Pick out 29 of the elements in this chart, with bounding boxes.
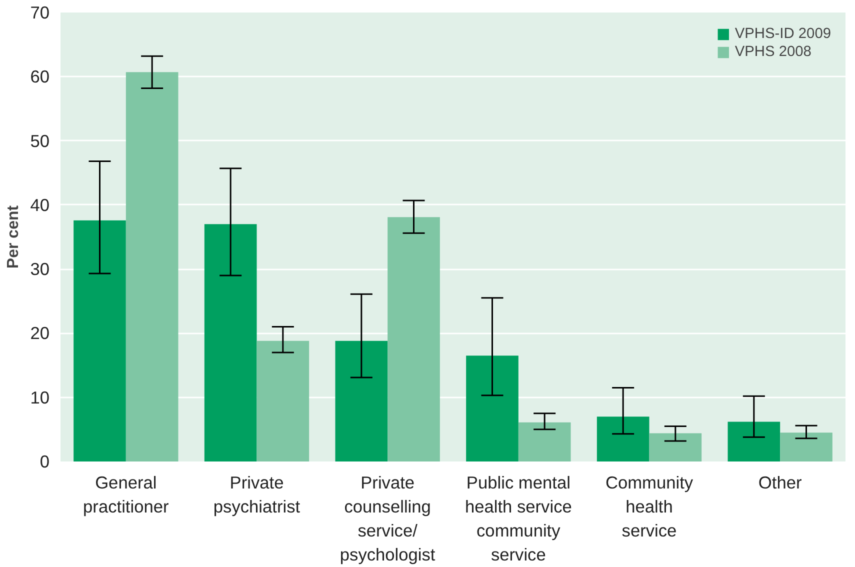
y-tick-label: 60 bbox=[30, 66, 50, 87]
y-tick-label: 50 bbox=[30, 130, 50, 151]
x-tick-label: Other bbox=[758, 472, 802, 492]
y-axis-title: Per cent bbox=[5, 204, 22, 269]
x-tick-label: Private psychiatrist bbox=[213, 472, 300, 516]
bar bbox=[466, 356, 518, 462]
y-tick-label: 40 bbox=[30, 194, 50, 215]
legend-label: VPHS 2008 bbox=[734, 44, 812, 60]
bar bbox=[256, 340, 310, 462]
bar bbox=[204, 224, 257, 462]
legend-label: VPHS-ID 2009 bbox=[734, 26, 831, 42]
bar bbox=[126, 72, 178, 462]
bar bbox=[596, 416, 650, 462]
y-tick-label: 30 bbox=[30, 259, 50, 280]
x-tick-label: Private counselling service/ psychologist bbox=[340, 472, 436, 564]
y-tick-label: 0 bbox=[40, 452, 50, 472]
x-tick-label: Public mental health service community service bbox=[464, 472, 572, 564]
bar bbox=[780, 432, 832, 462]
bar bbox=[388, 217, 440, 462]
bar bbox=[74, 220, 126, 462]
bar bbox=[518, 422, 571, 462]
y-tick-label: 20 bbox=[30, 323, 50, 344]
bar bbox=[335, 340, 388, 462]
bar bbox=[728, 422, 780, 462]
y-tick-label: 70 bbox=[30, 2, 50, 22]
x-tick-label: General practitioner bbox=[83, 472, 170, 516]
y-tick-label: 10 bbox=[30, 387, 50, 408]
x-tick-label: Community health service bbox=[605, 472, 694, 540]
bar bbox=[649, 433, 702, 462]
